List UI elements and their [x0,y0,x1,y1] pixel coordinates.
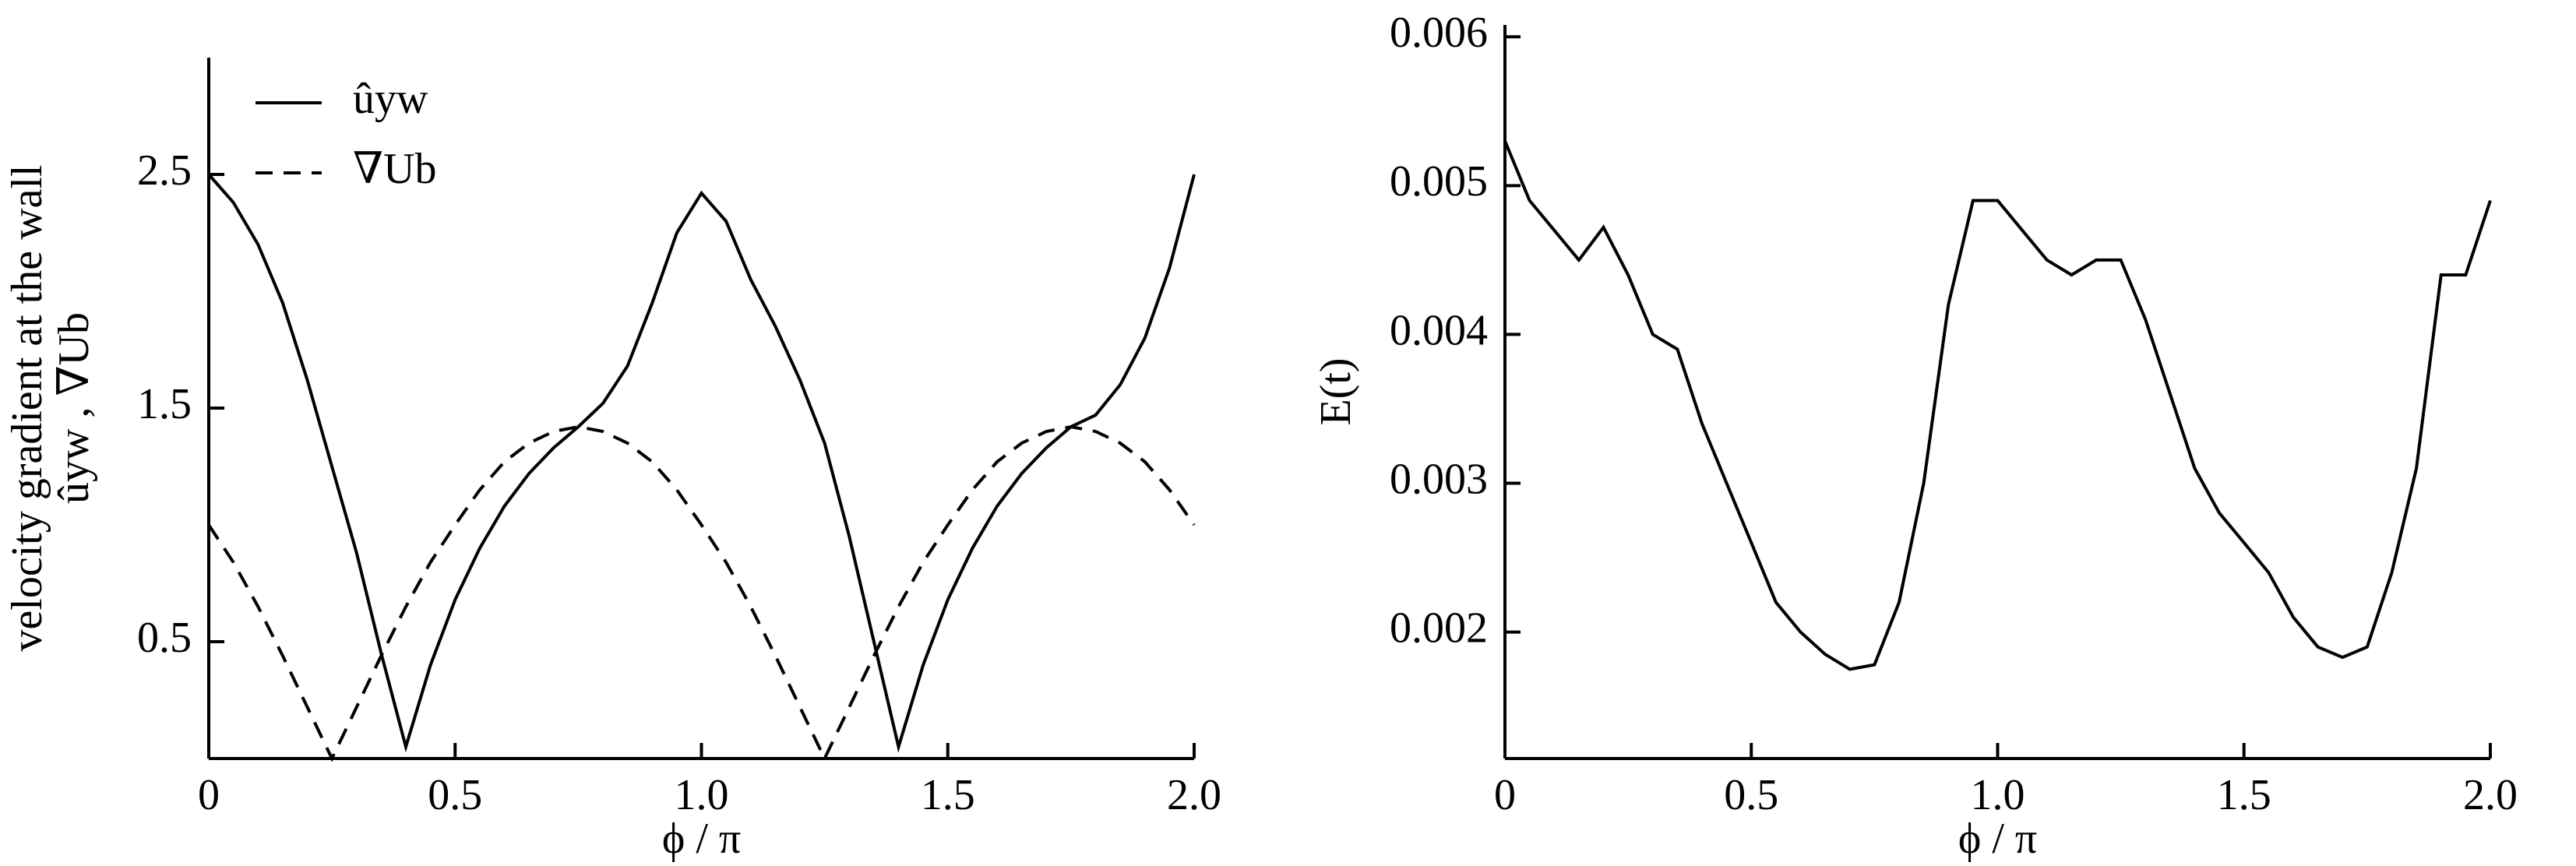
x-axis-label: ϕ / π [662,815,741,863]
x-tick-label: 1.0 [675,771,729,819]
y-tick-label: 2.5 [137,146,192,195]
x-tick-label: 1.0 [1971,771,2025,819]
x-tick-label: 0.5 [1724,771,1778,819]
y-axis-label: velocity gradient at the wall [3,164,51,651]
x-tick-label: 0 [1494,771,1516,819]
x-tick-label: 1.5 [2217,771,2271,819]
x-tick-label: 0 [198,771,220,819]
chart: 0 0.5 1.0 1.5 2.0 0.5 1.5 2.5 ϕ / π velocity grad… [3,58,1221,863]
y-tick-label: 0.005 [1390,157,1488,206]
data-line [207,173,1196,753]
data-line [207,424,1196,762]
y-tick-label: 0.006 [1390,9,1488,57]
x-tick-label: 0.5 [428,771,482,819]
y-tick-label: 1.5 [137,380,192,428]
x-tick-label: 1.5 [921,771,975,819]
legend-label: ∇Ub [353,145,437,193]
y-axis-label: ûyw , ∇Ub [50,312,98,504]
y-tick-label: 0.002 [1390,604,1488,652]
x-axis-label: ϕ / π [1958,815,2037,863]
legend-label: ûyw [353,75,428,123]
data-line [1503,140,2492,671]
x-tick-label: 2.0 [1167,771,1221,819]
y-tick-label: 0.004 [1390,306,1488,354]
x-tick-label: 2.0 [2463,771,2518,819]
chart: 0 0.5 1.0 1.5 2.0 0.002 0.003 0.004 0.005 0.006 ϕ … [1312,9,2518,863]
y-tick-label: 0.5 [137,614,192,662]
y-tick-label: 0.003 [1390,455,1488,503]
y-axis-label: E(t) [1312,357,1360,425]
